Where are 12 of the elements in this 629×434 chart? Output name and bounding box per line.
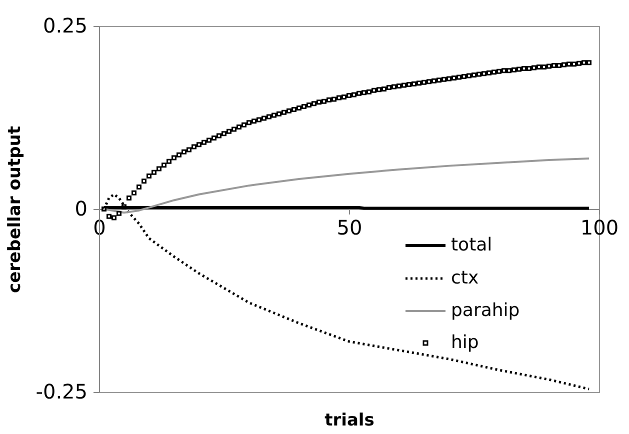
line-series: [103, 157, 590, 214]
y-tick-label: 0: [74, 196, 88, 220]
legend-label: parahip: [451, 300, 520, 321]
y-tick-label: 0.25: [42, 14, 88, 38]
y-axis-title: cerebellar output: [4, 126, 25, 293]
x-axis-title: trials: [324, 410, 374, 430]
y-tick-label: -0.25: [36, 380, 88, 404]
legend-label: total: [451, 234, 492, 256]
legend-label: ctx: [451, 268, 479, 288]
x-tick-label: 50: [336, 216, 362, 240]
x-tick-label: 100: [580, 216, 619, 240]
legend-label: hip: [451, 332, 479, 353]
